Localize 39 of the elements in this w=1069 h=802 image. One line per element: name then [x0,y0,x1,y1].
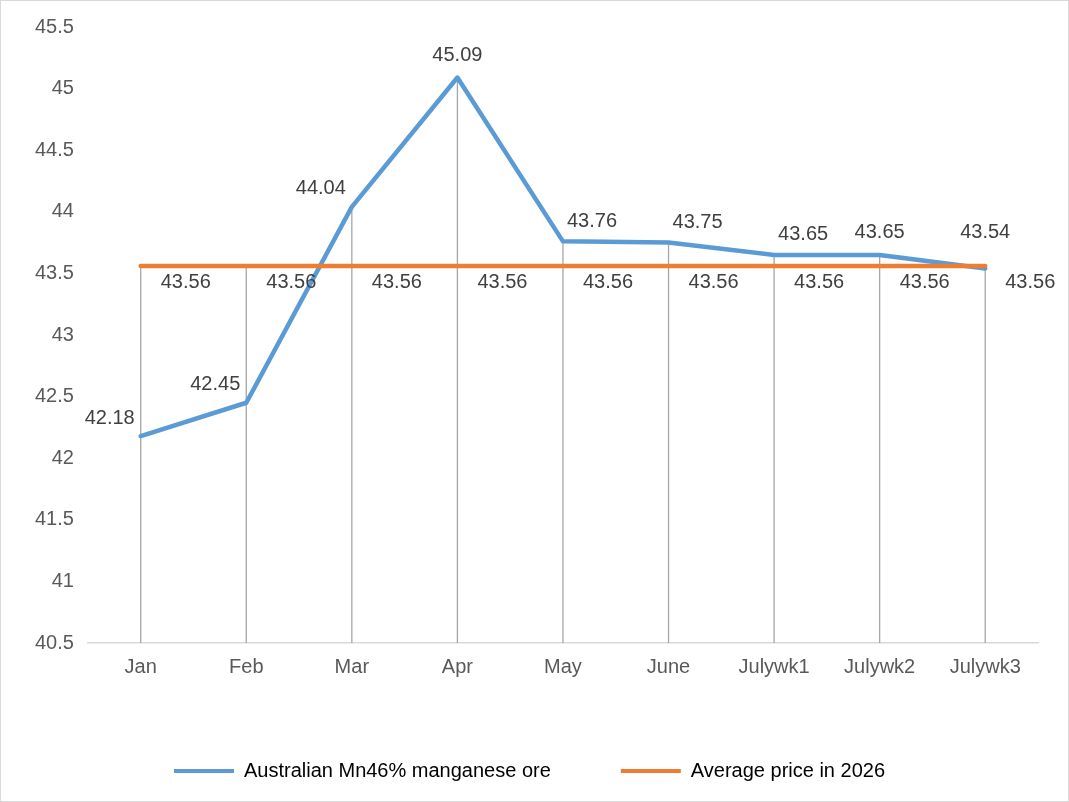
data-label: 43.65 [778,222,829,245]
data-label: 43.56 [477,269,528,292]
y-tick-label: 44 [51,199,74,222]
data-label: 43.56 [688,269,739,292]
data-label: 43.56 [371,269,422,292]
y-tick-label: 41.5 [34,507,74,530]
x-tick-label: Julywk3 [949,654,1021,677]
y-tick-label: 43.5 [34,260,74,283]
y-tick-label: 44.5 [34,137,74,160]
data-label: 43.56 [1005,269,1056,292]
x-tick-label: Jan [124,654,157,677]
data-label: 43.56 [582,269,634,292]
x-tick-label: May [544,654,582,677]
x-tick-label: Mar [334,654,370,677]
x-tick-label: Feb [229,654,264,677]
y-tick-label: 42 [51,445,74,468]
data-label: 42.18 [84,405,135,428]
data-label: 43.56 [794,269,845,292]
x-tick-label: Julywk2 [844,654,916,677]
y-tick-label: 42.5 [34,384,74,407]
y-tick-label: 41 [51,568,74,591]
legend-label: Australian Mn46% manganese ore [243,758,551,781]
legend-label: Average price in 2026 [690,758,886,781]
data-label: 43.75 [672,210,723,233]
x-tick-label: Julywk1 [738,654,810,677]
data-label: 43.65 [854,220,905,243]
data-label: 43.54 [960,219,1011,242]
data-label: 42.45 [190,372,241,395]
y-tick-label: 43 [51,322,74,345]
x-tick-label: June [646,654,691,677]
y-tick-label: 45 [51,76,74,99]
data-label: 43.56 [899,269,950,292]
y-tick-label: 40.5 [34,630,74,653]
data-label: 45.09 [432,43,483,66]
x-tick-label: Apr [441,654,474,677]
y-tick-label: 45.5 [34,14,74,37]
data-label: 44.04 [295,176,346,199]
data-label: 43.76 [566,208,618,231]
data-label: 43.56 [160,269,211,292]
